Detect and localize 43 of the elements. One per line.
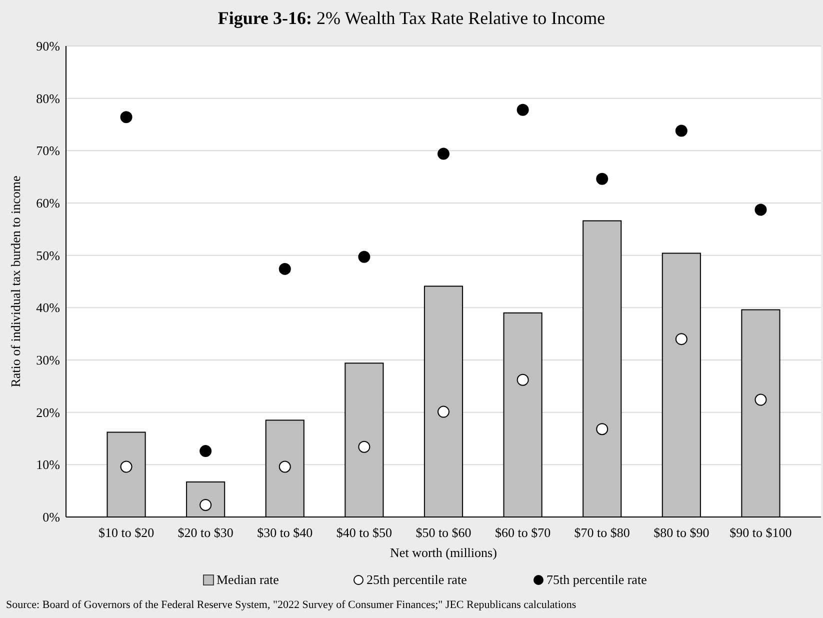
point — [754, 204, 767, 216]
legend-label: Median rate — [216, 572, 280, 587]
x-tick-label: $20 to $30 — [178, 525, 234, 540]
point — [675, 333, 688, 346]
x-tick-label: $30 to $40 — [257, 525, 313, 540]
y-tick-label: 40% — [36, 300, 60, 316]
y-tick-label: 0% — [42, 510, 60, 525]
x-tick-label: $40 to $50 — [336, 525, 392, 540]
point — [120, 111, 132, 124]
point — [278, 460, 291, 473]
point — [358, 440, 370, 453]
x-axis-title: Net worth (millions) — [390, 545, 497, 560]
y-tick-label: 60% — [36, 196, 60, 211]
point — [438, 406, 450, 418]
x-tick-label: $70 to $80 — [574, 525, 630, 540]
y-tick-label: 50% — [36, 248, 60, 263]
y-tick-label: 80% — [36, 90, 60, 106]
y-tick-label: 70% — [36, 143, 60, 158]
point — [438, 148, 450, 160]
point — [516, 104, 529, 116]
chart-title: Figure 3-16: 2% Wealth Tax Rate Relative to Income — [218, 8, 606, 28]
point — [596, 423, 608, 436]
point — [200, 445, 212, 458]
x-tick-label: $50 to $60 — [416, 525, 472, 540]
point — [358, 250, 370, 263]
y-tick-label: 30% — [36, 352, 60, 368]
x-tick-label: $60 to $70 — [494, 525, 551, 540]
y-tick-label: 90% — [36, 38, 60, 54]
point — [278, 262, 291, 275]
point — [596, 172, 608, 185]
point — [516, 374, 529, 386]
point — [754, 394, 767, 406]
legend-label: 25th percentile rate — [366, 572, 468, 587]
y-tick-label: 20% — [36, 404, 60, 420]
x-tick-label: $90 to $100 — [730, 525, 792, 540]
y-tick-label: 10% — [36, 457, 60, 472]
legend-label: 75th percentile rate — [546, 572, 648, 587]
x-tick-label: $10 to $20 — [98, 525, 154, 540]
source-note: Source: Board of Governors of the Federal Reserve System, "2022 Survey of Consumer Finances;" JEC Republicans calculations — [6, 599, 576, 611]
y-axis-title: Ratio of individual tax burden to income — [8, 175, 23, 388]
x-tick-label: $80 to $90 — [654, 525, 710, 540]
point — [675, 124, 688, 137]
point — [120, 460, 132, 473]
